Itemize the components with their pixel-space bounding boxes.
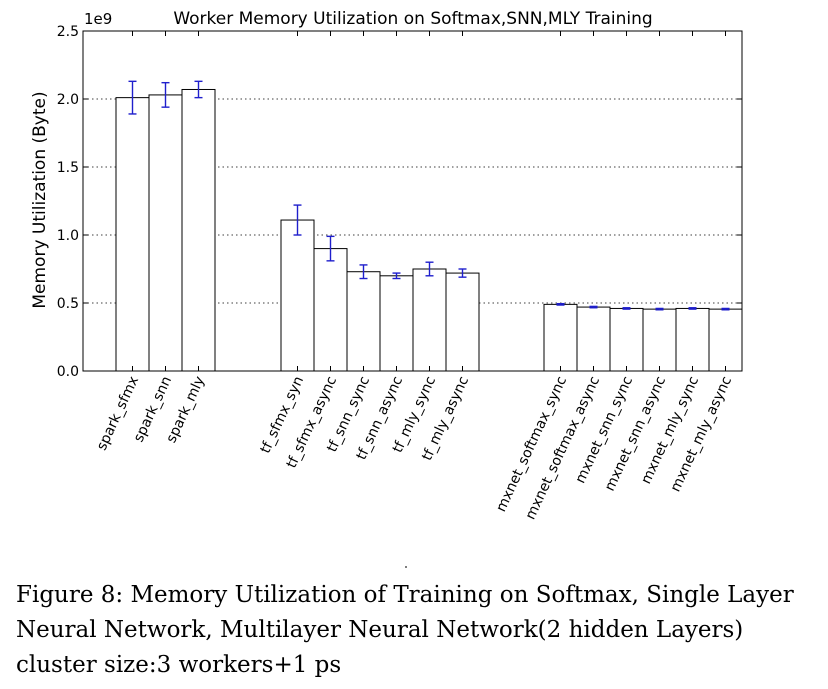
bar: [609, 307, 644, 372]
bar: [115, 97, 150, 372]
bar: [642, 308, 677, 372]
y-tick-label: 1.5: [57, 160, 79, 176]
bar: [313, 248, 348, 372]
bar: [445, 272, 480, 372]
bar: [346, 271, 381, 372]
y-tick-label: 1.0: [57, 228, 79, 244]
bar: [181, 88, 216, 372]
y-axis-label: Memory Utilization (Byte): [30, 91, 50, 308]
y-tick-label: 0.0: [57, 364, 79, 380]
y-tick-label: 0.5: [57, 296, 79, 312]
figure-caption: Figure 8: Memory Utilization of Training…: [16, 582, 794, 678]
y-tick-label: 2.5: [57, 24, 79, 40]
plot-frame: [82, 30, 743, 372]
bar: [708, 308, 743, 372]
bar: [576, 306, 611, 372]
bar: [280, 219, 315, 372]
error-bars: [128, 80, 730, 311]
y-tick-label: 2.0: [57, 92, 79, 108]
y-offset-label: 1e9: [84, 10, 112, 28]
x-tick-label: spark_sfmx: [94, 374, 142, 453]
bar: [675, 307, 710, 372]
bar: [412, 268, 447, 372]
y-ticks: 0.0 0.5 1.0 1.5 2.0 2.5: [57, 24, 742, 380]
bar-chart: Worker Memory Utilization on Softmax,SNN…: [30, 9, 743, 522]
bars: [115, 88, 743, 372]
chart-title: Worker Memory Utilization on Softmax,SNN…: [173, 9, 652, 29]
bar: [543, 303, 578, 372]
bar: [148, 94, 183, 372]
bar: [379, 275, 414, 372]
x-tick-label: mxnet_mly_async: [668, 374, 736, 494]
stray-dot: [405, 566, 407, 568]
